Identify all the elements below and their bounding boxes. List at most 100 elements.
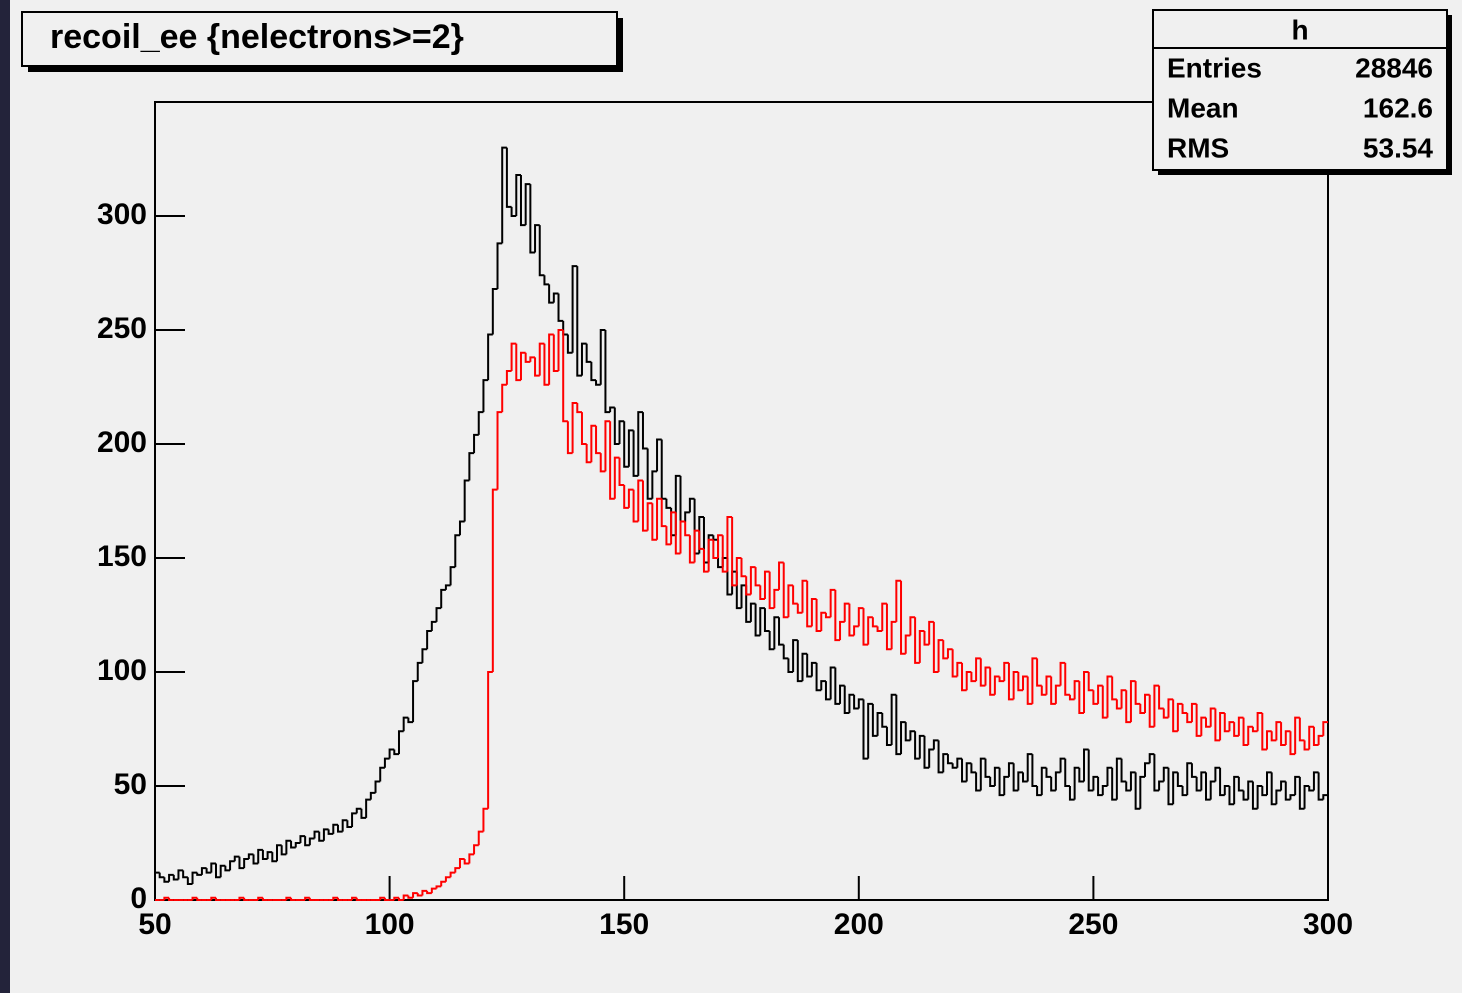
histogram-bin <box>651 470 658 499</box>
histogram-bin <box>200 867 207 875</box>
histogram-bin <box>839 684 845 704</box>
histogram-bin <box>763 608 770 632</box>
histogram-bin <box>1186 713 1192 724</box>
histogram-bin <box>754 603 761 637</box>
histogram-bin <box>571 401 578 454</box>
histogram-bin <box>501 146 507 244</box>
histogram-bin <box>1064 662 1070 696</box>
histogram-bin <box>1050 676 1056 705</box>
histogram-bin <box>379 766 385 782</box>
histogram-bin <box>566 334 573 354</box>
histogram-bin <box>1031 754 1038 787</box>
histogram-bin <box>196 897 202 901</box>
histogram-bin <box>857 607 864 627</box>
histogram-bin <box>233 855 240 862</box>
histogram-bin <box>449 566 456 586</box>
histogram-bin <box>444 584 451 590</box>
histogram-bin <box>768 630 775 651</box>
histogram-bin <box>580 412 587 445</box>
histogram-bin <box>604 420 611 472</box>
histogram-bin <box>304 896 310 900</box>
histogram-bin <box>632 489 639 523</box>
histogram-bin <box>158 872 165 879</box>
histogram-bin <box>665 498 672 509</box>
histogram-bin <box>473 844 479 855</box>
histogram-bin <box>726 515 733 572</box>
histogram-bin <box>463 858 470 865</box>
histogram-bin <box>810 661 817 677</box>
histogram-bin <box>871 617 878 628</box>
stats-value: 53.54 <box>1363 132 1433 163</box>
histogram-bin <box>266 851 273 859</box>
histogram-bin <box>773 588 780 609</box>
histogram-bin <box>824 681 831 701</box>
histogram-bin <box>1167 698 1174 718</box>
histogram-bin <box>735 557 742 586</box>
histogram-bin <box>1059 661 1066 686</box>
histogram-bin <box>285 896 292 900</box>
histogram-bin <box>543 343 550 386</box>
histogram-bin <box>763 570 770 600</box>
histogram-bin <box>684 521 690 537</box>
histogram-bin <box>552 334 559 373</box>
histogram-bin <box>914 731 920 760</box>
histogram-bin <box>834 589 841 642</box>
histogram-bin <box>1111 767 1117 801</box>
histogram-bin <box>261 897 268 901</box>
histogram-bin <box>1054 771 1061 791</box>
histogram-bin <box>778 561 784 590</box>
histogram-bin <box>749 602 756 622</box>
histogram-bin <box>1097 776 1103 797</box>
x-tick-label: 100 <box>365 908 415 941</box>
histogram-bin <box>1242 717 1249 746</box>
histogram-bin <box>740 584 747 609</box>
histogram-bin <box>426 890 432 895</box>
histogram-bin <box>487 671 493 809</box>
histogram-bin <box>1176 772 1183 787</box>
histogram-bin <box>163 896 170 900</box>
histogram-bin <box>1181 703 1188 715</box>
histogram-bin <box>623 421 629 468</box>
histogram-bin <box>1017 672 1024 692</box>
histogram-bin <box>435 607 442 622</box>
histogram-bin <box>923 735 930 769</box>
histogram-bin <box>688 535 695 564</box>
histogram-bin <box>745 585 751 623</box>
histogram-bin <box>510 206 517 217</box>
histogram-bin <box>867 616 873 645</box>
histogram-bin <box>243 897 249 901</box>
histogram-bin <box>519 351 526 381</box>
histogram-bin <box>154 871 160 900</box>
histogram-bin <box>998 676 1005 683</box>
histogram-bin <box>430 620 437 631</box>
histogram-bin <box>332 823 338 834</box>
histogram-bin <box>482 807 489 832</box>
histogram-bin <box>773 616 780 650</box>
histogram-bin <box>641 480 648 532</box>
histogram-bin <box>219 864 226 878</box>
histogram-bin <box>552 292 559 303</box>
histogram-bin <box>290 897 296 901</box>
histogram-bin <box>801 579 808 613</box>
histogram-bin <box>1101 685 1108 719</box>
histogram-bin <box>407 717 414 724</box>
histogram-bin <box>571 265 578 353</box>
histogram-bin <box>519 174 526 227</box>
histogram-bin <box>759 585 765 601</box>
histogram-bin <box>979 757 986 791</box>
histogram-bin <box>674 512 681 555</box>
histogram-bin <box>895 579 902 622</box>
histogram-bin <box>280 845 287 856</box>
histogram-bin <box>782 562 789 619</box>
histogram-bin <box>928 748 934 768</box>
histogram-bin <box>1219 712 1225 741</box>
histogram-bin <box>1036 786 1042 797</box>
histogram-bin <box>904 722 911 742</box>
histogram-bin <box>1120 758 1127 783</box>
histogram-bin <box>1026 753 1033 782</box>
histogram-bin <box>557 329 564 372</box>
stats-label: Mean <box>1167 92 1239 123</box>
histogram-bin <box>454 867 460 873</box>
histogram-bin <box>491 488 498 672</box>
